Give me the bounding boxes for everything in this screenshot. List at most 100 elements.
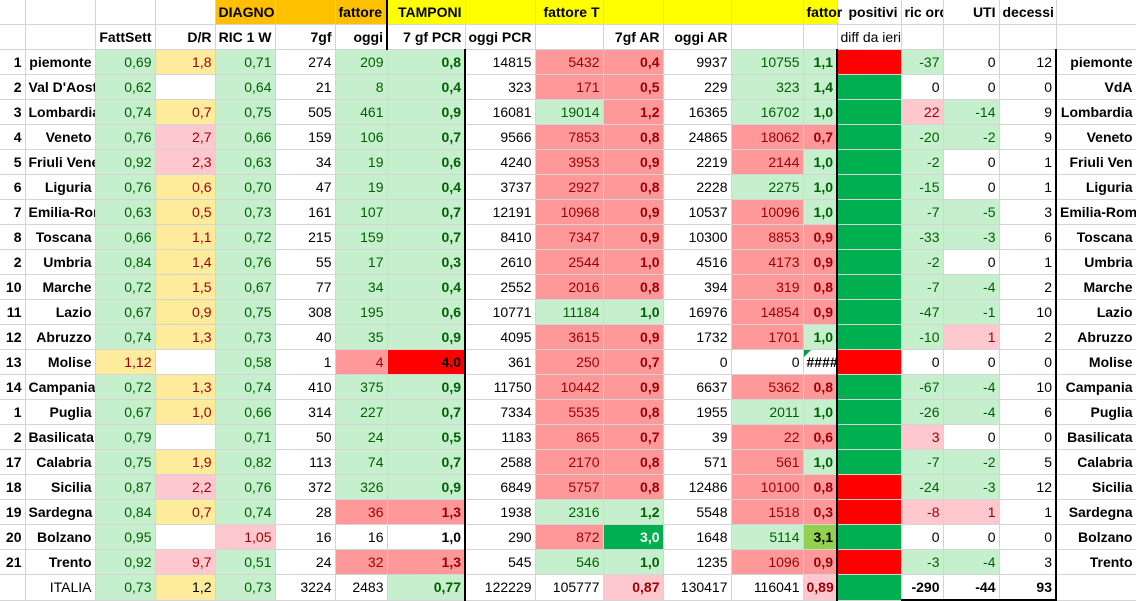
fattore-pcr-value[interactable]: 0,9 bbox=[603, 149, 664, 175]
region-name[interactable]: Friuli Venezia bbox=[25, 149, 96, 175]
pcr-oggi-value[interactable]: 872 bbox=[535, 524, 604, 550]
total-dr[interactable]: 1,2 bbox=[155, 574, 216, 601]
diagnosi-7gf-value[interactable]: 55 bbox=[275, 249, 336, 275]
ric1w-value[interactable]: 0,76 bbox=[215, 249, 276, 275]
fattore-pcr-value[interactable]: 0,9 bbox=[603, 224, 664, 250]
diagnosi-oggi-value[interactable]: 209 bbox=[335, 49, 388, 75]
ric1w-value[interactable]: 0,66 bbox=[215, 399, 276, 425]
decessi-value[interactable]: 12 bbox=[999, 49, 1057, 75]
fattsett-value[interactable]: 0,74 bbox=[95, 99, 156, 125]
fattore-pcr-value[interactable]: 0,9 bbox=[603, 324, 664, 350]
ric1w-value[interactable]: 0,73 bbox=[215, 199, 276, 225]
dr-value[interactable]: 2,2 bbox=[155, 474, 216, 500]
pcr-7gf-value[interactable]: 2610 bbox=[465, 249, 536, 275]
row-number[interactable]: 13 bbox=[0, 349, 26, 375]
pcr-oggi-value[interactable]: 2016 bbox=[535, 274, 604, 300]
decessi-value[interactable]: 12 bbox=[999, 474, 1057, 500]
ar-7gf-value[interactable]: 16976 bbox=[663, 299, 732, 325]
fattore-ar-value[interactable]: 1,0 bbox=[803, 324, 838, 350]
total-oggi-pcr[interactable]: 105777 bbox=[535, 574, 604, 601]
ric1w-value[interactable]: 0,82 bbox=[215, 449, 276, 475]
pcr-oggi-value[interactable]: 5757 bbox=[535, 474, 604, 500]
pcr-oggi-value[interactable]: 2170 bbox=[535, 449, 604, 475]
row-number[interactable]: 14 bbox=[0, 374, 26, 400]
ar-oggi-value[interactable]: 1096 bbox=[731, 549, 804, 575]
fattsett-value[interactable]: 0,92 bbox=[95, 549, 156, 575]
ric-ord-diff-value[interactable]: -7 bbox=[901, 199, 944, 225]
fattsett-value[interactable]: 0,62 bbox=[95, 74, 156, 100]
ric-ord-diff-value[interactable]: 0 bbox=[901, 74, 944, 100]
row-number[interactable]: 19 bbox=[0, 499, 26, 525]
uti-diff-value[interactable]: -2 bbox=[943, 124, 1000, 150]
ric-ord-diff-value[interactable]: 3 bbox=[901, 424, 944, 450]
region-name-right[interactable]: Trento bbox=[1056, 549, 1136, 575]
pcr-7gf-value[interactable]: 290 bbox=[465, 524, 536, 550]
positivi-indicator[interactable] bbox=[837, 199, 902, 225]
decessi-value[interactable]: 9 bbox=[999, 99, 1057, 125]
pcr-7gf-value[interactable]: 3737 bbox=[465, 174, 536, 200]
diagnosi-oggi-value[interactable]: 461 bbox=[335, 99, 388, 125]
fattore-d-value[interactable]: 0,9 bbox=[387, 324, 466, 350]
pcr-7gf-value[interactable]: 14815 bbox=[465, 49, 536, 75]
positivi-indicator[interactable] bbox=[837, 299, 902, 325]
row-number[interactable]: 2 bbox=[0, 424, 26, 450]
ar-oggi-value[interactable]: 1518 bbox=[731, 499, 804, 525]
fattore-ar-value[interactable]: 1,1 bbox=[803, 49, 838, 75]
region-name[interactable]: Basilicata bbox=[25, 424, 96, 450]
diagnosi-7gf-value[interactable]: 34 bbox=[275, 149, 336, 175]
positivi-indicator[interactable] bbox=[837, 349, 902, 375]
fattsett-value[interactable]: 0,66 bbox=[95, 224, 156, 250]
decessi-value[interactable]: 6 bbox=[999, 224, 1057, 250]
header-dr[interactable]: D/R bbox=[155, 24, 216, 50]
fattore-d-value[interactable]: 0,7 bbox=[387, 199, 466, 225]
ric-ord-diff-value[interactable]: 0 bbox=[901, 349, 944, 375]
diagnosi-7gf-value[interactable]: 410 bbox=[275, 374, 336, 400]
ric1w-value[interactable]: 0,51 bbox=[215, 549, 276, 575]
ar-7gf-value[interactable]: 1955 bbox=[663, 399, 732, 425]
region-name-right[interactable]: Liguria bbox=[1056, 174, 1136, 200]
positivi-indicator[interactable] bbox=[837, 549, 902, 575]
dr-value[interactable]: 1,8 bbox=[155, 49, 216, 75]
header-uti[interactable]: UTI bbox=[943, 0, 1000, 25]
pcr-7gf-value[interactable]: 7334 bbox=[465, 399, 536, 425]
cell[interactable] bbox=[95, 0, 156, 25]
pcr-oggi-value[interactable]: 2316 bbox=[535, 499, 604, 525]
fattore-ar-value[interactable]: 0,7 bbox=[803, 124, 838, 150]
ric-ord-diff-value[interactable]: -26 bbox=[901, 399, 944, 425]
total-ric1w[interactable]: 0,73 bbox=[215, 574, 276, 601]
ar-7gf-value[interactable]: 2219 bbox=[663, 149, 732, 175]
ric1w-value[interactable]: 0,67 bbox=[215, 274, 276, 300]
ar-oggi-value[interactable]: 8853 bbox=[731, 224, 804, 250]
fattore-ar-value[interactable]: 0,9 bbox=[803, 549, 838, 575]
ric-ord-diff-value[interactable]: -3 bbox=[901, 549, 944, 575]
positivi-indicator[interactable] bbox=[837, 99, 902, 125]
pcr-7gf-value[interactable]: 8410 bbox=[465, 224, 536, 250]
ric1w-value[interactable]: 0,74 bbox=[215, 499, 276, 525]
diagnosi-oggi-value[interactable]: 107 bbox=[335, 199, 388, 225]
fattore-d-value[interactable]: 4,0 bbox=[387, 349, 466, 375]
diagnosi-7gf-value[interactable]: 1 bbox=[275, 349, 336, 375]
ric-ord-diff-value[interactable]: 22 bbox=[901, 99, 944, 125]
row-number[interactable]: 5 bbox=[0, 149, 26, 175]
region-name-right[interactable]: Molise bbox=[1056, 349, 1136, 375]
header-oggi-pcr[interactable]: oggi PCR bbox=[465, 24, 536, 50]
uti-diff-value[interactable]: -4 bbox=[943, 274, 1000, 300]
decessi-value[interactable]: 1 bbox=[999, 174, 1057, 200]
decessi-value[interactable]: 0 bbox=[999, 349, 1057, 375]
fattsett-value[interactable]: 0,75 bbox=[95, 449, 156, 475]
ar-oggi-value[interactable]: 2144 bbox=[731, 149, 804, 175]
fattore-pcr-value[interactable]: 1,0 bbox=[603, 549, 664, 575]
pcr-7gf-value[interactable]: 2588 bbox=[465, 449, 536, 475]
ar-7gf-value[interactable]: 24865 bbox=[663, 124, 732, 150]
ar-oggi-value[interactable]: 323 bbox=[731, 74, 804, 100]
header-7gf-ar[interactable]: 7gf AR bbox=[603, 24, 664, 50]
row-number[interactable]: 7 bbox=[0, 199, 26, 225]
cell[interactable] bbox=[465, 0, 536, 25]
ric1w-value[interactable]: 0,71 bbox=[215, 424, 276, 450]
header-diagnosi[interactable]: DIAGNOSI bbox=[215, 0, 276, 25]
uti-diff-value[interactable]: 0 bbox=[943, 49, 1000, 75]
pcr-oggi-value[interactable]: 5432 bbox=[535, 49, 604, 75]
ric-ord-diff-value[interactable]: -37 bbox=[901, 49, 944, 75]
fattore-pcr-value[interactable]: 0,8 bbox=[603, 474, 664, 500]
ar-oggi-value[interactable]: 561 bbox=[731, 449, 804, 475]
